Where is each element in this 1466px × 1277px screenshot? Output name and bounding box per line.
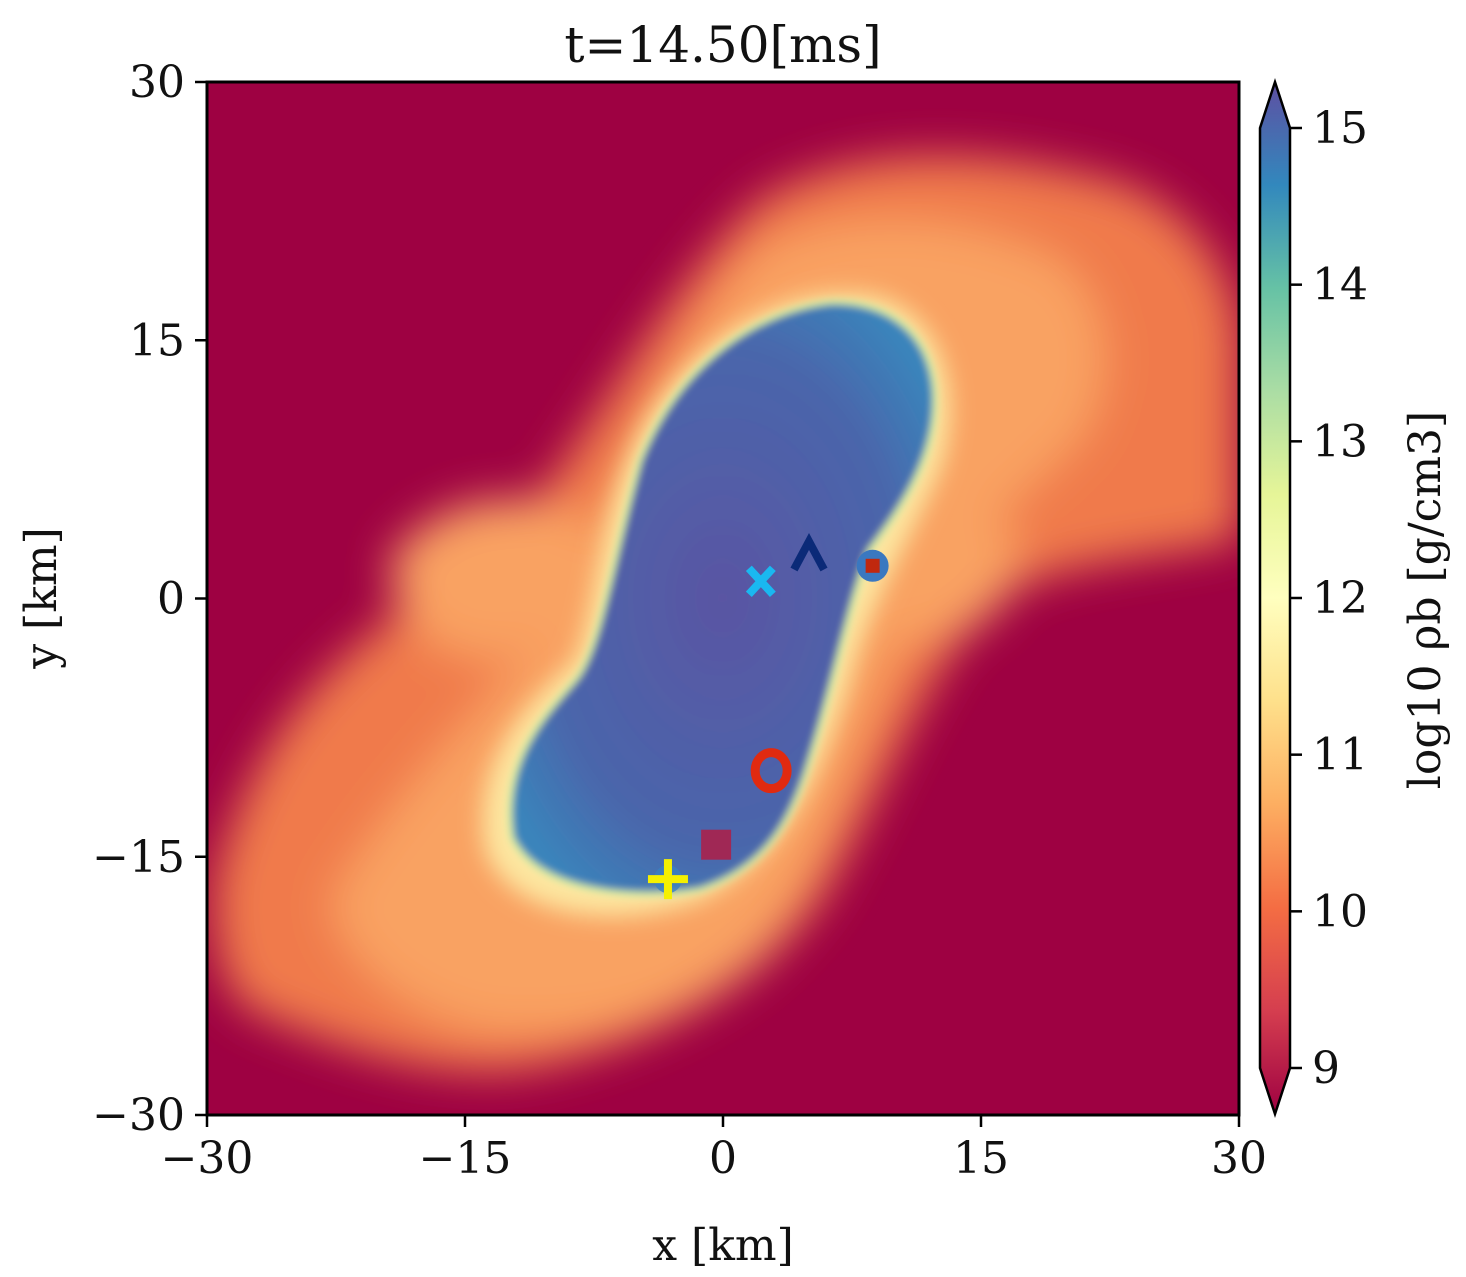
marker-ring <box>750 748 792 794</box>
colorbar-tick-label: 14 <box>1312 260 1368 311</box>
x-tick-label: −15 <box>419 1133 512 1184</box>
y-tick-label: 15 <box>129 315 185 366</box>
colorbar-tick-label: 10 <box>1312 886 1368 937</box>
colorbar-label: log10 ρb [g/cm3] <box>1400 411 1451 789</box>
x-axis-label: x [km] <box>652 1220 794 1271</box>
y-tick-label: 30 <box>129 57 185 108</box>
x-tick-label: 30 <box>1211 1133 1267 1184</box>
x-tick-label: 15 <box>953 1133 1009 1184</box>
density-map <box>207 82 1239 1115</box>
colorbar-tick-label: 11 <box>1312 730 1368 781</box>
marker-small-square <box>865 558 880 573</box>
y-axis-label: y [km] <box>16 527 67 670</box>
dense-core <box>507 299 938 897</box>
y-tick-label: 0 <box>157 574 185 625</box>
chart-title: t=14.50[ms] <box>564 16 881 74</box>
colorbar-body <box>1258 77 1292 1119</box>
marker-caret <box>790 532 828 572</box>
colorbar-tick-label: 13 <box>1312 416 1368 467</box>
colorbar-tick-label: 9 <box>1312 1043 1340 1094</box>
marker-plus <box>647 859 688 900</box>
y-tick-label: −15 <box>92 832 185 883</box>
colorbar-tick-label: 12 <box>1312 573 1368 624</box>
colorbar: 9 10 11 12 13 14 15 log10 ρb [g/cm3] <box>1258 77 1451 1119</box>
colorbar-ticks: 9 10 11 12 13 14 15 <box>1290 103 1368 1094</box>
y-axis: −30 −15 0 15 30 <box>92 57 207 1141</box>
y-tick-label: −30 <box>92 1090 185 1141</box>
x-tick-label: 0 <box>709 1133 737 1184</box>
marker-square <box>701 829 732 860</box>
x-tick-label: −30 <box>161 1133 254 1184</box>
markers <box>647 532 889 900</box>
marker-x <box>745 565 776 597</box>
colorbar-tick-label: 15 <box>1312 103 1368 154</box>
x-axis: −30 −15 0 15 30 <box>161 1115 1267 1184</box>
